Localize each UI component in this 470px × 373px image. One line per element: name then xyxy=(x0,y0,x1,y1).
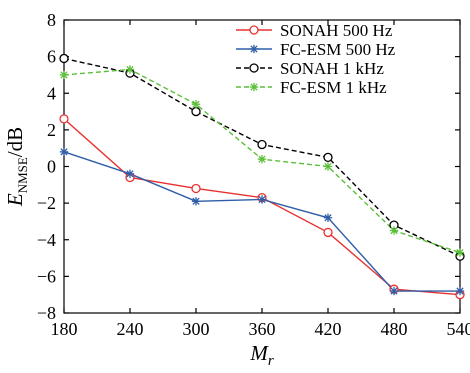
y-tick-label: 6 xyxy=(47,47,56,67)
data-point xyxy=(191,106,201,117)
data-point xyxy=(455,286,465,296)
x-tick-label: 540 xyxy=(447,319,470,339)
data-point xyxy=(257,139,267,150)
asterisk-stroke xyxy=(126,65,134,74)
data-point xyxy=(125,169,135,179)
data-point xyxy=(257,195,267,204)
x-axis-label-main: M xyxy=(249,341,269,365)
asterisk-stroke xyxy=(258,155,266,163)
y-tick-label: 0 xyxy=(47,157,56,177)
data-point xyxy=(59,70,69,80)
data-point xyxy=(191,100,201,109)
axes xyxy=(63,19,461,314)
x-tick-label: 360 xyxy=(249,319,276,339)
asterisk-stroke xyxy=(250,45,258,53)
legend-marker-3 xyxy=(249,63,259,73)
y-tick-label: −4 xyxy=(37,230,56,250)
y-axis-label: ENMSE/dB xyxy=(3,127,30,207)
x-tick-label: 240 xyxy=(117,319,144,339)
y-axis-label-main: E xyxy=(3,193,27,207)
x-tick-label: 420 xyxy=(315,319,342,339)
series-line-2 xyxy=(63,151,460,292)
asterisk-stroke xyxy=(324,214,332,222)
asterisk-stroke xyxy=(390,287,398,295)
data-point xyxy=(191,197,201,206)
data-point xyxy=(125,65,135,74)
x-axis-label-sub: r xyxy=(268,353,274,369)
asterisk-stroke xyxy=(456,248,464,257)
y-tick-label: −8 xyxy=(37,303,56,323)
data-point xyxy=(389,286,399,296)
x-tick-label: 480 xyxy=(381,319,408,339)
y-tick-label: −6 xyxy=(37,266,56,286)
asterisk-stroke xyxy=(126,170,134,178)
asterisk-stroke xyxy=(324,162,332,171)
y-axis-label-sub: NMSE xyxy=(15,157,30,193)
series-lines xyxy=(63,57,461,296)
legend-entry-3: SONAH 1 kHz xyxy=(280,59,384,78)
x-tick-label: 300 xyxy=(183,319,210,339)
data-point xyxy=(323,213,333,222)
data-point xyxy=(389,226,399,235)
y-tick-label: 8 xyxy=(47,10,56,30)
asterisk-stroke xyxy=(192,197,200,205)
y-tick-label: 2 xyxy=(47,120,56,140)
data-point xyxy=(323,152,333,162)
legend-entry-1: SONAH 500 Hz xyxy=(280,21,393,40)
data-point xyxy=(323,162,333,171)
y-tick-label: 4 xyxy=(47,83,56,103)
data-point xyxy=(257,154,267,164)
x-axis-label: Mr xyxy=(249,341,274,369)
asterisk-stroke xyxy=(258,195,266,204)
y-tick-label: −2 xyxy=(37,193,56,213)
plot-frame xyxy=(63,19,461,314)
data-point xyxy=(59,53,69,64)
data-point xyxy=(455,248,465,257)
legend-marker-1 xyxy=(249,25,259,35)
data-point xyxy=(59,147,69,157)
series-markers xyxy=(59,53,465,300)
asterisk-stroke xyxy=(390,226,398,235)
legend-entry-4: FC-ESM 1 kHz xyxy=(280,78,387,97)
asterisk-stroke xyxy=(60,148,68,156)
data-point xyxy=(323,227,333,238)
asterisk-stroke xyxy=(192,100,200,108)
legend-entry-2: FC-ESM 500 Hz xyxy=(280,40,396,59)
legend-marker-4 xyxy=(249,82,259,92)
y-axis-label-unit: /dB xyxy=(3,127,27,157)
asterisk-stroke xyxy=(250,83,258,91)
data-point xyxy=(191,183,201,194)
legend-marker-2 xyxy=(249,44,259,54)
data-point xyxy=(59,114,69,124)
asterisk-stroke xyxy=(60,71,68,79)
asterisk-stroke xyxy=(456,287,464,295)
x-tick-label: 180 xyxy=(51,319,78,339)
